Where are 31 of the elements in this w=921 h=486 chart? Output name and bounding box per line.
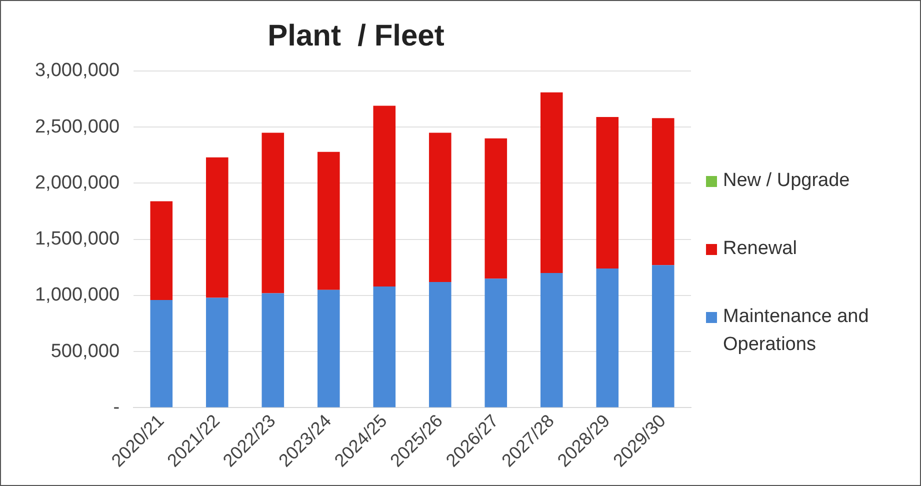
bar <box>652 265 674 408</box>
y-tick-label: 500,000 <box>50 340 120 362</box>
legend-label: Maintenance and Operations <box>723 305 870 357</box>
bar <box>150 201 173 300</box>
bar <box>428 132 452 282</box>
bar <box>206 298 228 408</box>
legend-label: New / Upgrade <box>723 169 850 193</box>
bar <box>484 278 508 408</box>
bar <box>317 290 340 408</box>
bar <box>540 92 563 274</box>
chart-title: Plant / Fleet <box>268 19 444 52</box>
bar <box>262 293 284 408</box>
bar <box>373 106 396 286</box>
y-tick-label: - <box>113 396 120 418</box>
y-tick-label: 3,000,000 <box>34 60 120 82</box>
bar <box>428 282 452 408</box>
bar <box>150 300 173 408</box>
bar <box>317 152 340 290</box>
legend-label: Renewal <box>723 237 797 261</box>
y-tick-label: 1,000,000 <box>34 284 120 306</box>
bar <box>262 132 284 294</box>
y-tick-label: 2,500,000 <box>34 116 120 138</box>
bar <box>373 286 396 408</box>
bar <box>540 273 563 408</box>
bar <box>206 157 228 298</box>
bar <box>596 268 619 408</box>
bar <box>484 138 508 279</box>
bar <box>596 117 619 269</box>
bar <box>652 118 674 266</box>
y-tick-label: 2,000,000 <box>34 172 120 194</box>
y-tick-label: 1,500,000 <box>34 228 120 250</box>
